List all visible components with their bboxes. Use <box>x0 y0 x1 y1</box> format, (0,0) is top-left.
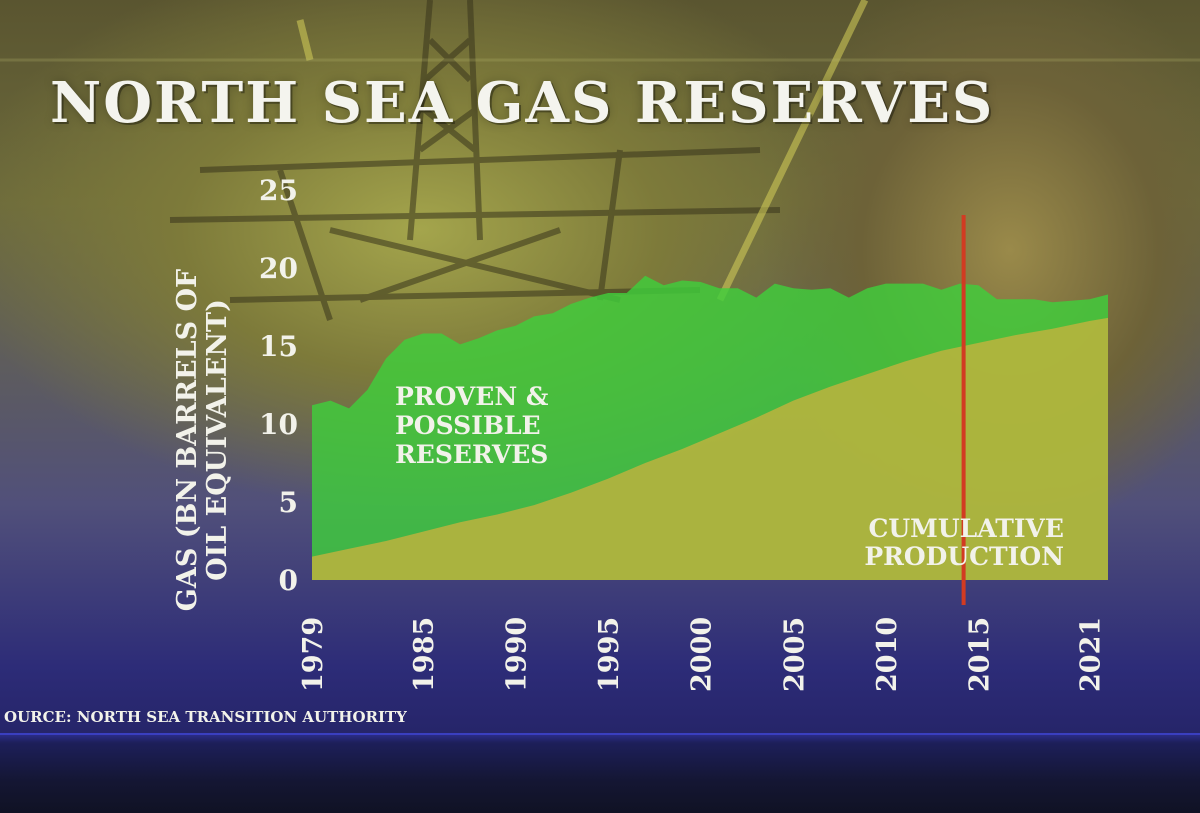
y-tick-label: 5 <box>279 486 298 519</box>
y-axis-label-line: GAS (BN BARRELS OF <box>172 269 203 611</box>
series-label-1: PRODUCTION <box>864 542 1064 571</box>
y-tick-label: 25 <box>259 174 298 207</box>
x-tick-label: 1995 <box>594 617 625 692</box>
x-tick-label: 1979 <box>298 617 329 692</box>
y-tick-label: 0 <box>279 564 298 597</box>
page-title: NORTH SEA GAS RESERVES <box>50 70 995 136</box>
tick-layer: 0 5 10 15 20 25 1979 1985 1990 1995 2000 2005 2010 20… <box>259 174 1106 692</box>
series-label-1: CUMULATIVE <box>868 514 1064 543</box>
x-tick-label: 2015 <box>964 617 995 692</box>
x-tick-label: 1990 <box>502 617 533 692</box>
x-tick-label: 2000 <box>687 617 718 692</box>
x-tick-label: 2005 <box>779 617 810 692</box>
y-axis-label-line: OIL EQUIVALENT) <box>202 299 233 581</box>
x-tick-label: 2021 <box>1075 617 1106 692</box>
source-note: OURCE: NORTH SEA TRANSITION AUTHORITY <box>4 708 407 726</box>
y-tick-label: 20 <box>259 252 298 285</box>
x-tick-label: 2010 <box>872 617 903 692</box>
series-label-0: RESERVES <box>395 440 548 469</box>
series-area-1 <box>312 317 1108 580</box>
y-tick-label: 15 <box>259 330 298 363</box>
series-layer <box>312 275 1108 580</box>
series-label-0: PROVEN & <box>395 382 549 411</box>
screen-bottom-band <box>0 735 1200 813</box>
label-layer: GAS (BN BARRELS OF OIL EQUIVALENT) PROVEN … <box>4 269 1064 726</box>
y-tick-label: 10 <box>259 408 298 441</box>
series-label-0: POSSIBLE <box>395 411 541 440</box>
x-tick-label: 1985 <box>409 617 440 692</box>
